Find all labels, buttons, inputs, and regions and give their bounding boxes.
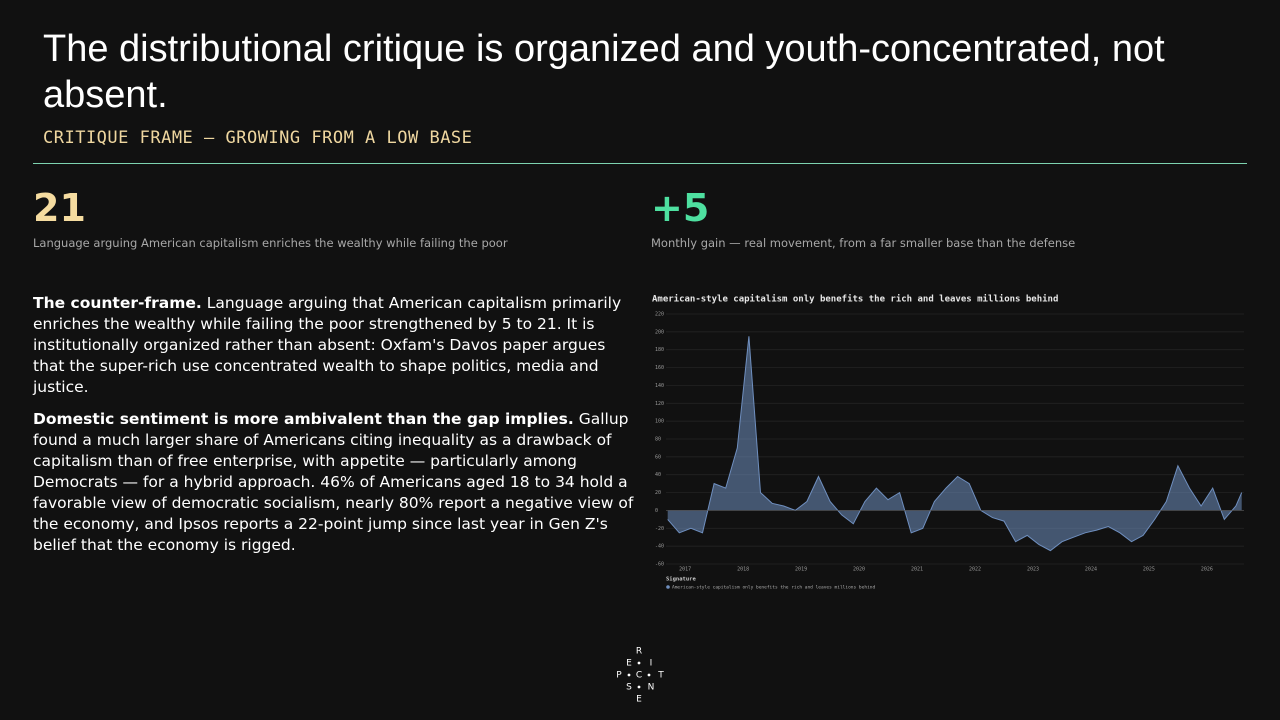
y-tick-label: 60 bbox=[655, 454, 661, 460]
y-tick-label: 100 bbox=[655, 419, 664, 425]
legend-swatch bbox=[666, 585, 670, 589]
logo-letter: P bbox=[616, 671, 622, 681]
y-tick-label: 80 bbox=[655, 437, 661, 443]
subtitle: CRITIQUE FRAME — GROWING FROM A LOW BASE bbox=[43, 128, 473, 148]
lead: Domestic sentiment is more ambivalent th… bbox=[33, 410, 574, 428]
x-tick-label: 2021 bbox=[911, 567, 923, 573]
stat-value: +5 bbox=[651, 186, 710, 230]
y-tick-label: 140 bbox=[655, 383, 664, 389]
y-tick-label: 0 bbox=[655, 508, 658, 514]
paragraph: The counter-frame. Language arguing that… bbox=[33, 293, 638, 398]
legend-label: American-style capitalism only benefits … bbox=[672, 585, 875, 591]
headline: The distributional critique is organized… bbox=[43, 28, 1165, 116]
stat-value: 21 bbox=[33, 186, 86, 230]
logo-letter: T bbox=[657, 671, 664, 681]
y-tick-label: 160 bbox=[655, 365, 664, 371]
body: The counter-frame. Language arguing that… bbox=[33, 293, 638, 567]
lead: The counter-frame. bbox=[33, 294, 202, 312]
y-tick-label: 200 bbox=[655, 329, 664, 335]
stat-label: Language arguing American capitalism enr… bbox=[33, 236, 508, 250]
logo-dot bbox=[627, 673, 631, 677]
legend-title: Signature bbox=[666, 577, 696, 583]
logo-dot bbox=[637, 685, 641, 689]
x-tick-label: 2026 bbox=[1201, 567, 1213, 573]
x-tick-label: 2023 bbox=[1027, 567, 1039, 573]
logo-letter: E bbox=[626, 659, 632, 669]
x-tick-label: 2019 bbox=[795, 567, 807, 573]
logo-letter: S bbox=[626, 683, 632, 693]
x-tick-label: 2022 bbox=[969, 567, 981, 573]
y-tick-label: 120 bbox=[655, 401, 664, 407]
x-tick-label: 2020 bbox=[853, 567, 865, 573]
divider bbox=[33, 163, 1247, 164]
x-tick-label: 2025 bbox=[1143, 567, 1155, 573]
logo-dot bbox=[647, 673, 651, 677]
logo-letter: R bbox=[636, 647, 642, 657]
y-tick-label: 180 bbox=[655, 347, 664, 353]
x-tick-label: 2024 bbox=[1085, 567, 1097, 573]
text: Language arguing that American capitalis… bbox=[33, 294, 622, 396]
logo-letter: I bbox=[650, 659, 653, 669]
y-tick-label: 20 bbox=[655, 490, 661, 496]
paragraph: Domestic sentiment is more ambivalent th… bbox=[33, 409, 638, 556]
chart-title: American-style capitalism only benefits … bbox=[652, 294, 1058, 305]
logo-dot bbox=[637, 661, 641, 665]
logo-letter: C bbox=[636, 671, 642, 681]
stat-label: Monthly gain — real movement, from a far… bbox=[651, 236, 1076, 250]
y-tick-label: -20 bbox=[655, 526, 664, 532]
x-tick-label: 2018 bbox=[737, 567, 749, 573]
y-tick-label: -40 bbox=[655, 544, 664, 550]
y-tick-label: 40 bbox=[655, 472, 661, 478]
area bbox=[667, 336, 1242, 551]
y-tick-label: -60 bbox=[655, 562, 664, 568]
logo-letter: E bbox=[636, 695, 642, 705]
x-tick-label: 2017 bbox=[679, 567, 691, 573]
logo-letter: N bbox=[648, 683, 655, 693]
y-tick-label: 220 bbox=[655, 312, 664, 318]
line bbox=[667, 336, 1243, 552]
text: Gallup found a much larger share of Amer… bbox=[33, 410, 634, 554]
